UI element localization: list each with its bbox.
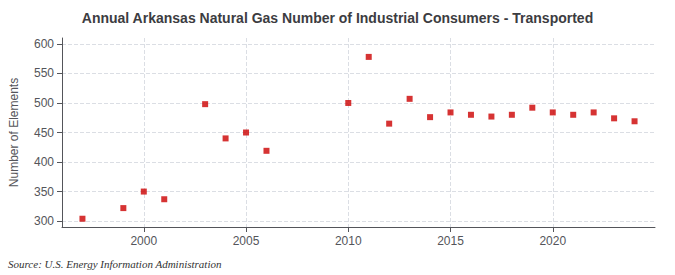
svg-text:550: 550 <box>34 66 54 80</box>
svg-text:Annual Arkansas Natural Gas Nu: Annual Arkansas Natural Gas Number of In… <box>82 10 593 26</box>
svg-text:500: 500 <box>34 96 54 110</box>
svg-text:2015: 2015 <box>437 234 464 248</box>
svg-text:2020: 2020 <box>539 234 566 248</box>
svg-text:Source: U.S. Energy Informatio: Source: U.S. Energy Information Administ… <box>8 258 222 270</box>
svg-text:300: 300 <box>34 214 54 228</box>
svg-text:400: 400 <box>34 155 54 169</box>
svg-text:Number of Elements: Number of Elements <box>7 78 21 187</box>
svg-text:450: 450 <box>34 126 54 140</box>
svg-text:350: 350 <box>34 185 54 199</box>
svg-text:2000: 2000 <box>130 234 157 248</box>
svg-text:600: 600 <box>34 37 54 51</box>
svg-text:2005: 2005 <box>233 234 260 248</box>
svg-text:2010: 2010 <box>335 234 362 248</box>
